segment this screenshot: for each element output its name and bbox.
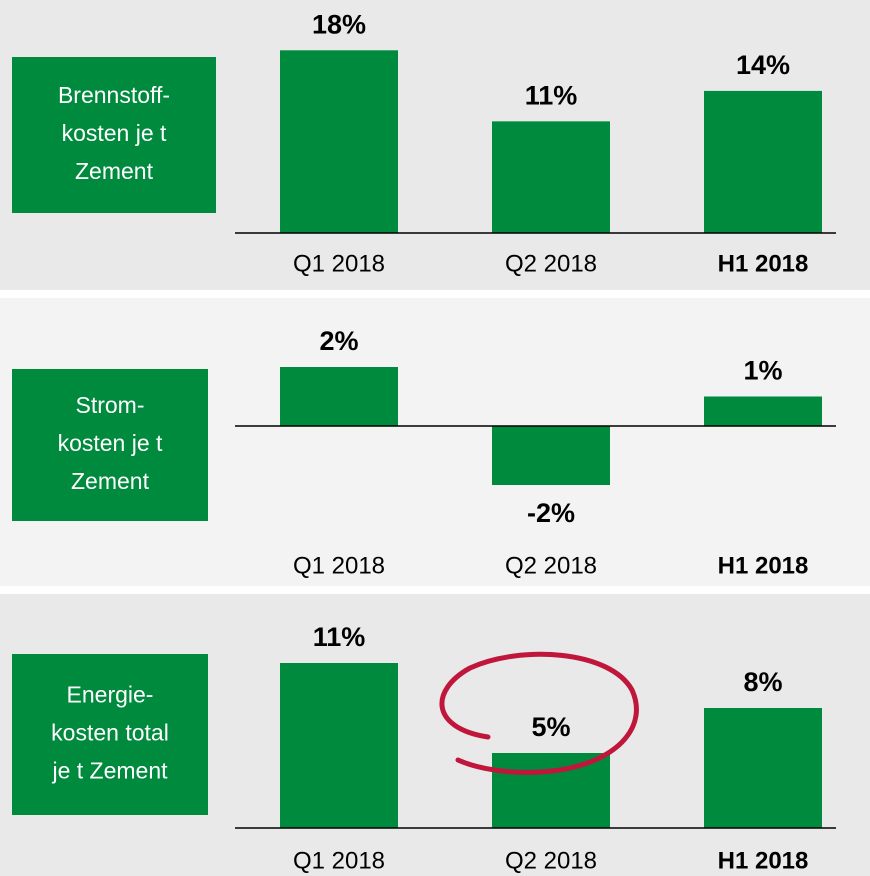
value-label: 1%: [743, 356, 782, 386]
label-text: Zement: [71, 468, 150, 494]
value-label: 18%: [312, 9, 366, 39]
bar: [492, 753, 610, 828]
highlight-circle: [439, 651, 639, 775]
label-box: [12, 369, 208, 521]
x-tick-label: Q2 2018: [505, 552, 597, 579]
label-text: kosten total: [51, 720, 169, 746]
bar: [492, 426, 610, 485]
value-label: 8%: [743, 667, 782, 697]
value-label: 11%: [525, 80, 578, 110]
bar: [492, 121, 610, 233]
label-box: [12, 654, 208, 815]
value-label: 5%: [531, 712, 570, 742]
label-text: je t Zement: [51, 758, 168, 784]
bar: [280, 663, 398, 828]
bar: [280, 50, 398, 233]
label-text: Energie-: [67, 682, 154, 708]
label-text: Strom-: [76, 392, 145, 418]
x-tick-label: Q2 2018: [505, 847, 597, 874]
value-label: 14%: [736, 50, 790, 80]
x-tick-label: Q2 2018: [505, 250, 597, 277]
x-tick-label: H1 2018: [718, 552, 809, 579]
label-text: kosten je t: [58, 430, 163, 456]
bar: [704, 396, 822, 426]
bar: [704, 708, 822, 828]
bar: [704, 90, 822, 234]
label-text: Zement: [75, 158, 154, 184]
x-tick-label: H1 2018: [718, 250, 809, 277]
value-label: 2%: [319, 326, 358, 356]
x-tick-label: Q1 2018: [293, 552, 385, 579]
value-label: 11%: [313, 622, 366, 652]
label-text: kosten je t: [62, 120, 167, 146]
x-tick-label: Q1 2018: [293, 847, 385, 874]
x-tick-label: H1 2018: [718, 847, 809, 874]
x-tick-label: Q1 2018: [293, 250, 385, 277]
value-label: -2%: [527, 498, 575, 528]
label-text: Brennstoff-: [58, 82, 170, 108]
label-box: [12, 57, 216, 213]
bar: [280, 367, 398, 426]
